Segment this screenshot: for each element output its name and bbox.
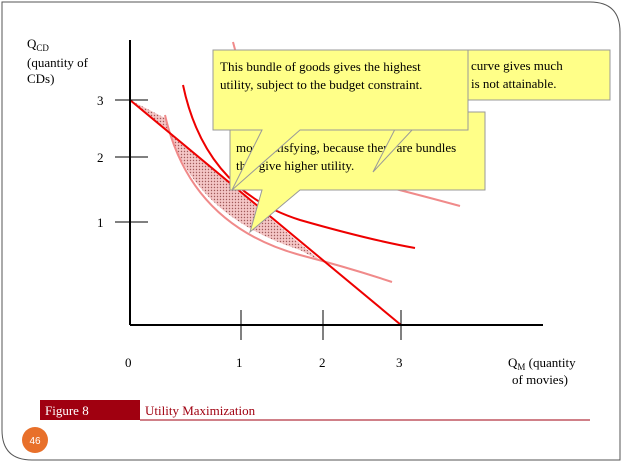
callout-text: that give higher utility. <box>236 158 354 173</box>
callout-text: curve gives much <box>471 58 563 73</box>
y-tick-label: 1 <box>97 215 104 230</box>
callout-text: utility, subject to the budget constrain… <box>220 77 422 92</box>
x-axis-title: QM (quantity <box>508 355 576 372</box>
figure-badge <box>40 400 140 420</box>
y-axis-caption: (quantity of <box>27 55 89 70</box>
callout-text: is not attainable. <box>471 76 557 91</box>
figure-number: Figure 8 <box>45 403 89 418</box>
callout <box>229 111 486 234</box>
x-tick-label: 0 <box>125 355 132 370</box>
y-tick-label: 3 <box>97 93 104 108</box>
indifference-curve-low <box>164 114 393 283</box>
y-axis-caption: CDs) <box>27 71 54 86</box>
x-tick-label: 3 <box>396 355 403 370</box>
indifference-curve-tangent <box>182 84 416 249</box>
x-axis-caption: of movies) <box>512 372 568 387</box>
page-badge <box>22 427 48 453</box>
y-tick-label: 2 <box>97 150 104 165</box>
figure-title: Utility Maximization <box>145 403 256 418</box>
x-tick-label: 2 <box>319 355 326 370</box>
callout-text: more satisfying, because there are bundl… <box>236 140 456 155</box>
callout-text: This bundle of goods gives the highest <box>220 59 421 74</box>
page-number: 46 <box>29 436 41 447</box>
y-axis-title: QCD <box>27 36 49 53</box>
x-tick-label: 1 <box>236 355 243 370</box>
callout <box>212 49 469 191</box>
